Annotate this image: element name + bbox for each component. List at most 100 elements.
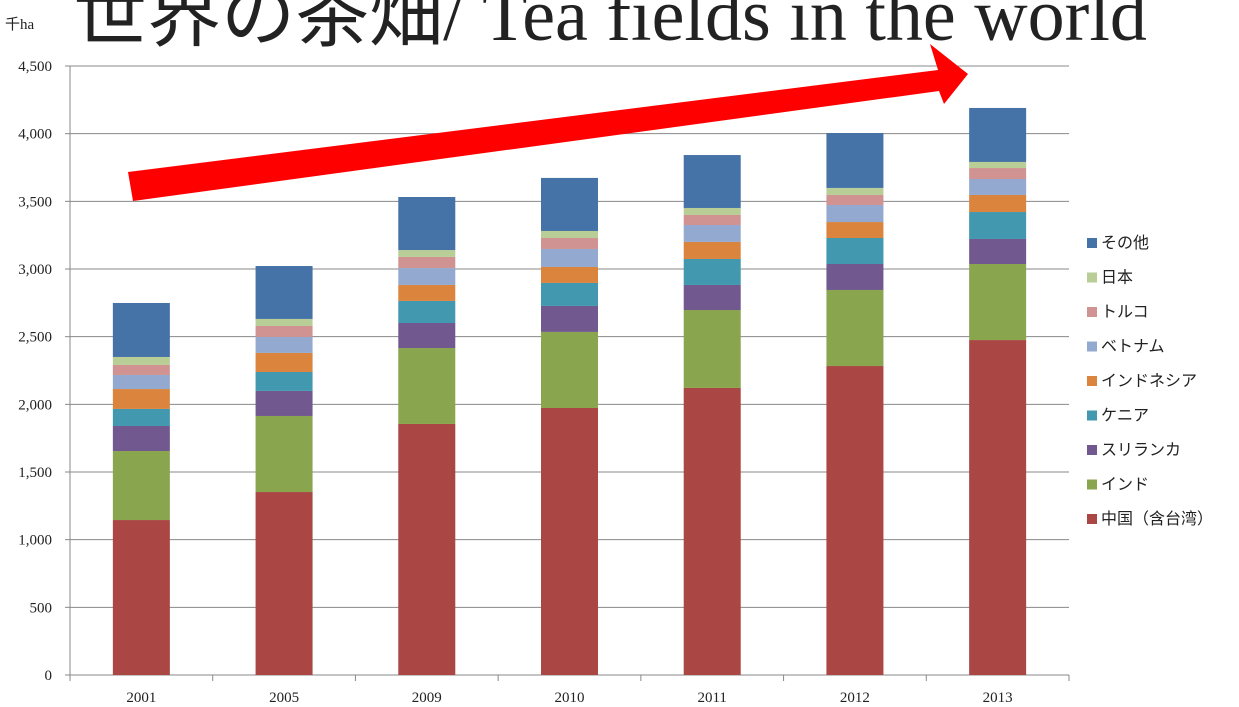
legend-label: ケニア bbox=[1101, 407, 1149, 425]
bar-segment bbox=[969, 238, 1027, 264]
y-tick-label: 1,000 bbox=[18, 533, 52, 549]
bar-segment bbox=[826, 132, 884, 188]
bar-segment bbox=[826, 194, 884, 205]
bar-segment bbox=[826, 366, 884, 675]
bar-segment bbox=[683, 207, 741, 216]
x-tick-label: 2001 bbox=[126, 690, 156, 706]
bar-segment bbox=[541, 238, 598, 249]
y-tick-label: 500 bbox=[30, 600, 53, 616]
y-tick-label: 2,000 bbox=[18, 397, 52, 413]
x-tick-label: 2005 bbox=[269, 690, 299, 706]
legend-swatch bbox=[1087, 341, 1097, 352]
legend-label: 日本 bbox=[1101, 269, 1133, 287]
bar-segment bbox=[255, 318, 313, 326]
y-tick-label: 4,000 bbox=[18, 127, 52, 143]
bar-segment bbox=[826, 187, 884, 195]
bar-segment bbox=[255, 415, 313, 493]
bar-segment bbox=[969, 161, 1027, 169]
bar-segment bbox=[112, 374, 170, 390]
y-axis-label: 千ha bbox=[5, 16, 35, 33]
legend-swatch bbox=[1087, 238, 1097, 248]
bar-segment bbox=[683, 155, 741, 208]
bar-segment bbox=[541, 305, 598, 332]
bar-segment bbox=[398, 348, 456, 424]
bar-segment bbox=[112, 520, 170, 675]
bar-segment bbox=[826, 289, 884, 367]
bar-segment bbox=[541, 282, 598, 306]
bar-segment bbox=[969, 212, 1027, 239]
plot: 0 500 1,000 1,500 2,000 2,500 3,000 3,500 4,000 4… bbox=[18, 59, 1070, 706]
bar-segment bbox=[255, 390, 313, 416]
legend-label: ベトナム bbox=[1101, 339, 1165, 356]
bar-segment bbox=[826, 263, 884, 290]
y-tick-label: 2,500 bbox=[18, 330, 52, 346]
bar-segment bbox=[969, 107, 1027, 162]
arrow bbox=[128, 44, 968, 201]
bar-segment bbox=[683, 284, 741, 311]
bar-segment bbox=[541, 266, 598, 283]
bar-segment bbox=[541, 331, 598, 408]
bar-segment bbox=[969, 340, 1027, 675]
bar-segment bbox=[255, 492, 313, 675]
bar-segment bbox=[398, 423, 456, 675]
bar-segment bbox=[683, 258, 741, 285]
y-tick-label: 4,500 bbox=[18, 59, 52, 75]
y-tick-label: 1,500 bbox=[18, 465, 52, 481]
legend-swatch bbox=[1087, 445, 1097, 455]
chart-title: 世界の茶畑/ Tea fields in the world bbox=[73, 0, 1147, 57]
bar-segment bbox=[969, 194, 1027, 213]
bar-segment bbox=[255, 266, 313, 319]
legend-label: インド bbox=[1101, 477, 1149, 494]
bar-segment bbox=[255, 352, 313, 372]
bar-segment bbox=[969, 179, 1027, 195]
bar-segment bbox=[112, 408, 170, 426]
bar-segment bbox=[398, 322, 456, 349]
x-tick-label: 2011 bbox=[697, 690, 726, 706]
bar-segment bbox=[541, 407, 598, 675]
bar-segment bbox=[398, 256, 456, 269]
bar-segment bbox=[826, 222, 884, 239]
bar-segment bbox=[969, 168, 1027, 180]
bar-segment bbox=[541, 230, 598, 239]
x-tick-label: 2009 bbox=[412, 690, 442, 706]
bar-segment bbox=[541, 177, 598, 231]
bar-segment bbox=[112, 425, 170, 452]
y-tick-label: 0 bbox=[45, 668, 53, 684]
bar-segment bbox=[112, 302, 170, 357]
bar-segment bbox=[683, 310, 741, 388]
legend-swatch bbox=[1087, 479, 1097, 490]
legend-label: インドネシア bbox=[1101, 372, 1197, 390]
legend-swatch bbox=[1087, 307, 1097, 317]
legend-swatch bbox=[1087, 376, 1097, 386]
bar-segment bbox=[112, 451, 170, 521]
legend-swatch bbox=[1087, 410, 1097, 421]
legend-swatch bbox=[1087, 272, 1097, 283]
bar-segment bbox=[398, 268, 456, 285]
bar-segment bbox=[255, 336, 313, 353]
bar-segment bbox=[398, 300, 456, 323]
bar-segment bbox=[255, 371, 313, 391]
legend-swatch bbox=[1087, 514, 1097, 524]
bar-segment bbox=[541, 248, 598, 267]
bar-segment bbox=[398, 197, 456, 251]
legend-label: その他 bbox=[1101, 234, 1149, 252]
legend-label: 中国（含台湾） bbox=[1101, 510, 1213, 528]
bar-segment bbox=[969, 263, 1027, 341]
bar-segment bbox=[826, 238, 884, 264]
x-tick-label: 2010 bbox=[555, 690, 585, 706]
bar-segment bbox=[683, 225, 741, 242]
bar-segment bbox=[398, 284, 456, 301]
legend-label: トルコ bbox=[1101, 304, 1149, 321]
y-tick-label: 3,000 bbox=[18, 262, 52, 278]
bar-segment bbox=[683, 215, 741, 226]
bar-segment bbox=[683, 241, 741, 259]
bar-segment bbox=[112, 356, 170, 365]
x-tick-label: 2013 bbox=[983, 690, 1013, 706]
bar-segment bbox=[255, 325, 313, 337]
bar-segment bbox=[112, 364, 170, 375]
trend-arrow bbox=[128, 44, 968, 201]
y-tick-label: 3,500 bbox=[18, 194, 52, 210]
bar-segment bbox=[683, 387, 741, 675]
bar-segment bbox=[826, 204, 884, 223]
bar-segment bbox=[398, 250, 456, 257]
